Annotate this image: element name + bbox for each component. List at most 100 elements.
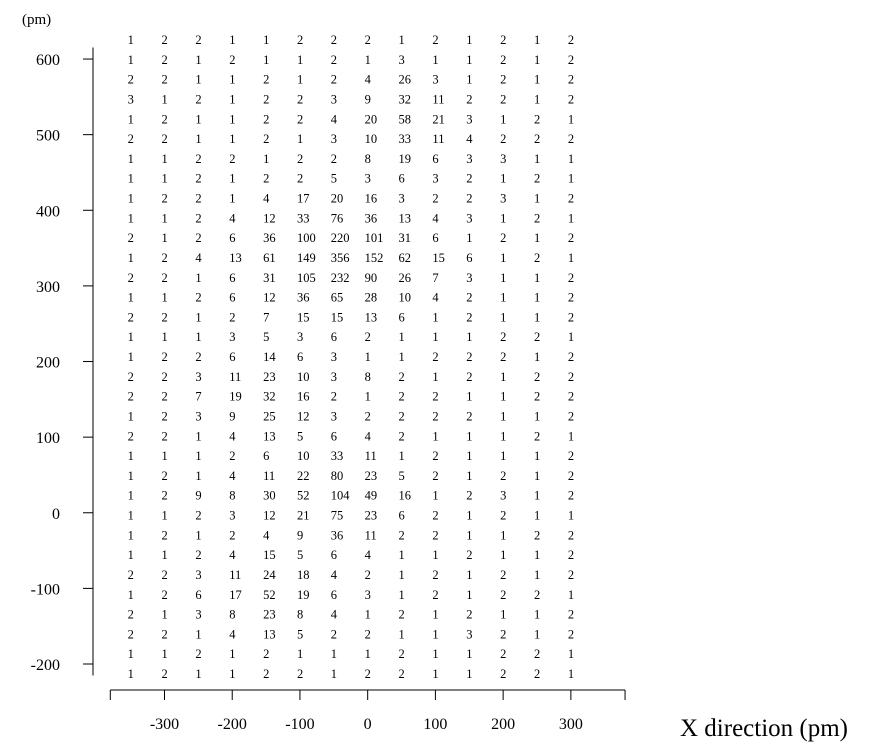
y-axis-unit-label: (pm) xyxy=(22,12,51,28)
count-cell: 11 xyxy=(432,132,444,146)
count-cell: 1 xyxy=(399,568,405,582)
count-cell: 2 xyxy=(568,350,574,364)
count-cell: 1 xyxy=(568,211,574,225)
count-cell: 2 xyxy=(432,33,438,47)
count-cell: 2 xyxy=(161,33,167,47)
y-tick-label: 600 xyxy=(36,52,60,69)
count-cell: 2 xyxy=(128,627,134,641)
count-cell: 17 xyxy=(229,588,242,602)
count-cell: 2 xyxy=(500,53,506,67)
count-cell: 2 xyxy=(128,370,134,384)
count-cell: 2 xyxy=(161,568,167,582)
count-cell: 2 xyxy=(568,608,574,622)
count-cell: 1 xyxy=(195,53,201,67)
y-tick-label: -200 xyxy=(31,657,60,674)
count-cell: 2 xyxy=(466,192,472,206)
count-cell: 7 xyxy=(263,310,269,324)
count-cell: 1 xyxy=(229,112,235,126)
y-tick-label: 100 xyxy=(36,430,60,447)
count-cell: 6 xyxy=(195,588,201,602)
count-cell: 3 xyxy=(399,192,405,206)
count-cell: 2 xyxy=(229,528,235,542)
count-cell: 1 xyxy=(297,73,303,87)
count-cell: 1 xyxy=(534,291,540,305)
count-cell: 1 xyxy=(195,528,201,542)
count-cell: 20 xyxy=(331,192,344,206)
count-cell: 2 xyxy=(466,291,472,305)
count-cell: 2 xyxy=(534,172,540,186)
count-cell: 2 xyxy=(399,528,405,542)
count-cell: 2 xyxy=(568,92,574,106)
count-cell: 1 xyxy=(500,449,506,463)
count-cell: 13 xyxy=(229,251,242,265)
count-cell: 2 xyxy=(365,667,371,681)
count-cell: 1 xyxy=(128,211,134,225)
count-cell: 2 xyxy=(263,667,269,681)
count-cell: 1 xyxy=(229,73,235,87)
count-cell: 30 xyxy=(263,489,276,503)
count-cell: 12 xyxy=(263,291,276,305)
count-cell: 3 xyxy=(195,608,201,622)
count-cell: 2 xyxy=(568,33,574,47)
count-cell: 3 xyxy=(466,152,472,166)
count-cell: 3 xyxy=(500,192,506,206)
x-tick-label: 0 xyxy=(364,716,372,733)
count-cell: 2 xyxy=(331,73,337,87)
count-cell: 1 xyxy=(432,53,438,67)
count-cell: 23 xyxy=(263,370,276,384)
count-cell: 1 xyxy=(432,627,438,641)
count-cell: 2 xyxy=(297,92,303,106)
count-cell: 2 xyxy=(365,33,371,47)
count-cell: 18 xyxy=(297,568,310,582)
count-cell: 2 xyxy=(432,192,438,206)
count-cell: 1 xyxy=(128,528,134,542)
count-cell: 1 xyxy=(534,53,540,67)
count-cell: 2 xyxy=(534,370,540,384)
x-tick-label: -100 xyxy=(285,716,314,733)
count-cell: 15 xyxy=(331,310,344,324)
x-axis-title: X direction (pm) xyxy=(680,715,848,742)
count-cell: 1 xyxy=(229,33,235,47)
count-cell: 1 xyxy=(263,53,269,67)
count-cell: 1 xyxy=(331,667,337,681)
count-cell: 52 xyxy=(263,588,276,602)
count-cell: 1 xyxy=(128,192,134,206)
count-cell: 2 xyxy=(195,172,201,186)
count-cell: 1 xyxy=(128,469,134,483)
count-cell: 31 xyxy=(399,231,412,245)
count-cell: 2 xyxy=(161,73,167,87)
count-cell: 2 xyxy=(534,330,540,344)
count-cell: 1 xyxy=(432,667,438,681)
count-cell: 36 xyxy=(263,231,276,245)
count-cell: 32 xyxy=(399,92,412,106)
count-cell: 1 xyxy=(568,112,574,126)
count-cell: 1 xyxy=(500,271,506,285)
count-cell: 6 xyxy=(263,449,269,463)
count-cell: 1 xyxy=(568,429,574,443)
count-cell: 2 xyxy=(128,231,134,245)
count-cell: 1 xyxy=(399,588,405,602)
count-cell: 7 xyxy=(195,390,201,404)
count-cell: 4 xyxy=(195,251,202,265)
count-cell: 5 xyxy=(297,627,303,641)
count-cell: 2 xyxy=(195,231,201,245)
count-cell: 3 xyxy=(128,92,134,106)
count-cell: 1 xyxy=(161,211,167,225)
count-cell: 2 xyxy=(263,112,269,126)
count-cell: 4 xyxy=(432,211,439,225)
count-cell: 1 xyxy=(534,271,540,285)
count-cell: 1 xyxy=(534,310,540,324)
count-cell: 3 xyxy=(331,370,337,384)
count-cell: 17 xyxy=(297,192,310,206)
count-cell: 1 xyxy=(399,350,405,364)
count-cell: 2 xyxy=(500,469,506,483)
count-cell: 1 xyxy=(365,53,371,67)
count-cell: 1 xyxy=(365,350,371,364)
count-cell: 2 xyxy=(161,112,167,126)
count-cell: 1 xyxy=(195,449,201,463)
count-cell: 3 xyxy=(331,132,337,146)
count-cell: 1 xyxy=(466,568,472,582)
count-cell: 2 xyxy=(399,370,405,384)
count-cell: 1 xyxy=(195,310,201,324)
count-cell: 1 xyxy=(263,33,269,47)
